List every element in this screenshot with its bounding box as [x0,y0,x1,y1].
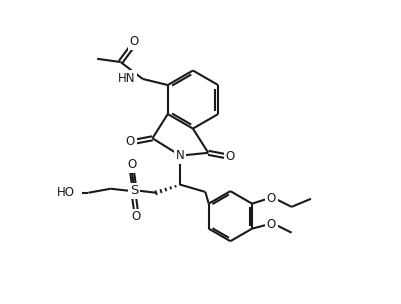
Text: O: O [131,210,140,223]
Text: O: O [225,150,235,163]
Text: O: O [127,158,136,171]
Text: O: O [125,135,135,148]
Text: O: O [266,218,275,231]
Text: O: O [266,192,275,205]
Text: N: N [176,149,184,162]
Text: HO: HO [57,186,75,199]
Text: S: S [130,184,138,197]
Text: O: O [129,35,138,48]
Text: HN: HN [118,72,135,85]
